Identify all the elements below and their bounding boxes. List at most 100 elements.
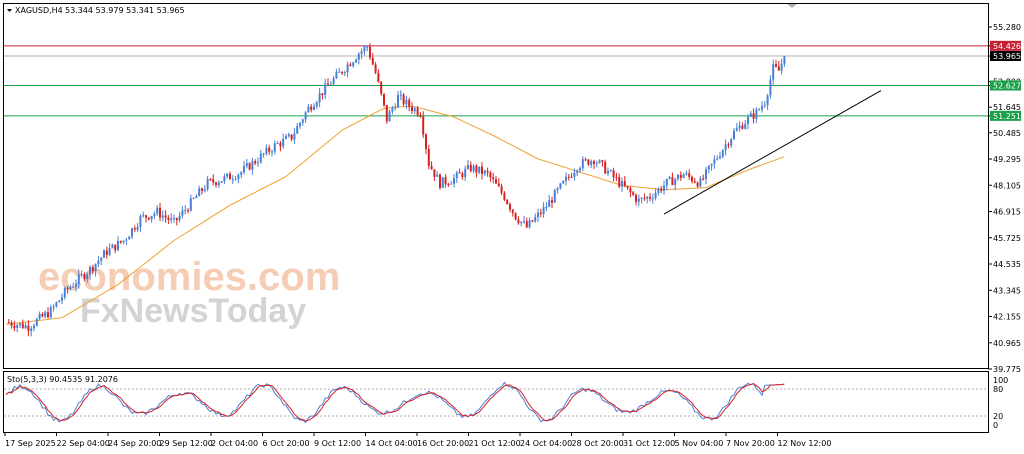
candle-body bbox=[366, 46, 369, 48]
candle-body bbox=[105, 250, 108, 255]
candle-body bbox=[122, 240, 125, 243]
candle-body bbox=[441, 177, 444, 188]
symbol-label: XAGUSD,H4 bbox=[15, 6, 63, 15]
watermark-fxnewstoday: FxNewsToday bbox=[80, 292, 306, 330]
candle-body bbox=[217, 182, 220, 186]
price-tick-label: 48.105 bbox=[993, 181, 1021, 190]
time-tick-label: 22 Sep 04:00 bbox=[57, 439, 110, 448]
candle-body bbox=[727, 144, 730, 146]
scroll-marker-icon[interactable] bbox=[787, 4, 797, 8]
candle-body bbox=[245, 163, 248, 167]
candle-body bbox=[621, 181, 623, 187]
candle-body bbox=[612, 170, 615, 178]
candle-body bbox=[766, 95, 769, 106]
candle-body bbox=[660, 188, 663, 191]
candle-body bbox=[635, 194, 637, 202]
candle-body bbox=[371, 57, 374, 65]
candle-body bbox=[593, 161, 595, 164]
candle-body bbox=[69, 287, 72, 290]
candle-body bbox=[324, 83, 327, 95]
candle-body bbox=[719, 156, 721, 159]
candle-body bbox=[100, 257, 103, 261]
trendline[interactable] bbox=[663, 90, 882, 215]
candle-body bbox=[173, 218, 175, 220]
candle-body bbox=[47, 312, 49, 318]
candle-body bbox=[251, 161, 254, 170]
price-tag-bg bbox=[990, 51, 1021, 62]
candle-body bbox=[7, 322, 10, 324]
candle-body bbox=[450, 183, 453, 185]
candle-body bbox=[175, 218, 178, 221]
candle-body bbox=[321, 93, 324, 95]
candle-body bbox=[408, 99, 411, 107]
candle-body bbox=[691, 176, 693, 182]
price-tag-bg bbox=[990, 110, 1021, 121]
candle-body bbox=[293, 133, 296, 140]
symbol-menu-icon[interactable] bbox=[7, 9, 12, 12]
price-tick-label: 43.345 bbox=[993, 286, 1021, 295]
candle-body bbox=[369, 46, 371, 58]
candle-body bbox=[472, 165, 475, 171]
candle-body bbox=[237, 174, 240, 180]
price-tick-label: 39.775 bbox=[993, 365, 1021, 374]
candle-body bbox=[618, 177, 621, 187]
candle-body bbox=[240, 172, 243, 175]
candle-body bbox=[315, 102, 318, 107]
price-tick-label: 46.915 bbox=[993, 208, 1021, 217]
candle-body bbox=[649, 196, 651, 199]
candle-body bbox=[590, 161, 593, 165]
candle-body bbox=[145, 215, 147, 218]
candle-body bbox=[430, 165, 433, 170]
candle-body bbox=[733, 130, 735, 139]
stoch-label: Sto(5,3,3) 90.4535 91.2076 bbox=[7, 375, 118, 384]
candle-body bbox=[730, 138, 733, 146]
candle-body bbox=[44, 312, 47, 317]
candle-body bbox=[19, 323, 21, 326]
candle-body bbox=[363, 46, 366, 52]
candle-body bbox=[111, 244, 114, 249]
candle-body bbox=[545, 206, 548, 208]
candle-body bbox=[184, 210, 187, 212]
candle-body bbox=[181, 210, 184, 216]
candle-body bbox=[313, 106, 315, 110]
candle-body bbox=[537, 212, 539, 218]
watermark-economies: economies.com bbox=[38, 255, 340, 299]
price-tag-bg bbox=[990, 80, 1021, 91]
candle-body bbox=[405, 99, 408, 105]
candle-body bbox=[72, 286, 75, 288]
candle-body bbox=[497, 183, 500, 187]
candle-body bbox=[97, 260, 100, 264]
candle-body bbox=[705, 169, 707, 179]
candle-body bbox=[33, 325, 35, 329]
candle-body bbox=[506, 199, 509, 204]
candle-body bbox=[257, 162, 259, 164]
candle-body bbox=[755, 109, 758, 119]
candle-body bbox=[161, 215, 164, 218]
candle-body bbox=[514, 212, 517, 220]
candle-body bbox=[534, 217, 537, 222]
candle-body bbox=[220, 181, 223, 183]
price-tick-label: 55.280 bbox=[993, 23, 1021, 32]
candle-body bbox=[215, 182, 217, 186]
time-tick-label: 7 Nov 20:00 bbox=[726, 439, 775, 448]
candle-body bbox=[304, 112, 307, 120]
price-tick-label: 44.535 bbox=[993, 260, 1021, 269]
price-tick-label: 50.485 bbox=[993, 129, 1021, 138]
candle-body bbox=[16, 325, 19, 328]
candle-body bbox=[744, 123, 747, 129]
candle-body bbox=[425, 134, 427, 149]
candle-body bbox=[159, 207, 161, 218]
candle-body bbox=[489, 172, 492, 178]
candle-body bbox=[296, 126, 299, 134]
candle-body bbox=[481, 166, 483, 174]
candle-body bbox=[332, 78, 335, 85]
candle-body bbox=[772, 64, 775, 80]
candle-body bbox=[559, 183, 562, 189]
candle-body bbox=[486, 170, 489, 173]
candle-body bbox=[525, 221, 528, 228]
candle-body bbox=[41, 313, 44, 317]
candle-body bbox=[58, 300, 61, 303]
